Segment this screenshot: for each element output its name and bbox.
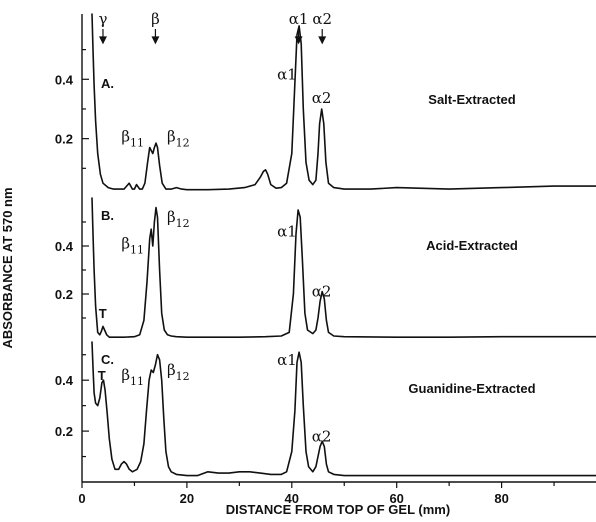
top-marker-arrow-head-0: [99, 36, 107, 45]
panel-1-peak-label-4: α2: [312, 282, 332, 300]
traces-layer: [91, 13, 596, 477]
top-marker-label-3: α2: [312, 10, 332, 28]
panel-0-peak-label-0-subscript: 11: [130, 137, 144, 150]
panel-1-peak-label-1-subscript: 11: [130, 243, 144, 256]
panel-2-y-tick-label-0: 0.2: [55, 424, 73, 439]
panel-2-title: Guanidine-Extracted: [408, 381, 535, 396]
top-marker-label-1: β: [151, 10, 160, 28]
panel-0-peak-label-0: β11: [121, 128, 144, 150]
x-tick-label-40: 40: [285, 491, 299, 506]
panel-0-trace: [91, 13, 596, 191]
panel-1-peak-label-3: α1: [277, 222, 297, 240]
panel-0-y-tick-label-0: 0.2: [55, 132, 73, 147]
top-marker-label-0: γ: [98, 10, 107, 28]
panel-0-letter: A.: [101, 76, 114, 91]
panel-0-peak-label-2: α1: [277, 65, 297, 83]
panel-2-peak-label-1: β11: [121, 366, 144, 388]
panel-2-letter: C.: [101, 352, 114, 367]
panel-1-y-tick-label-0: 0.2: [55, 287, 73, 302]
x-tick-label-80: 80: [494, 491, 508, 506]
x-tick-label-0: 0: [78, 491, 85, 506]
panel-2-peak-label-3: α1: [277, 351, 297, 369]
top-marker-arrow-head-2: [294, 36, 303, 45]
panel-1-peak-label-2: β12: [167, 208, 190, 230]
panel-1-title: Acid-Extracted: [426, 238, 518, 253]
top-marker-arrow-head-3: [318, 36, 327, 45]
y-axis-title: ABSORBANCE AT 570 nm: [0, 187, 15, 348]
panel-0-peak-label-1-subscript: 12: [176, 137, 190, 150]
panel-1-peak-label-1: β11: [121, 234, 144, 256]
x-axis-title: DISTANCE FROM TOP OF GEL (mm): [226, 502, 450, 517]
panel-1-peak-label-2-subscript: 12: [176, 217, 190, 230]
x-tick-label-20: 20: [180, 491, 194, 506]
panel-2-peak-label-4: α2: [312, 427, 332, 445]
panel-0-peak-label-1: β12: [167, 128, 190, 150]
panel-2-peak-label-2-subscript: 12: [176, 370, 190, 383]
panel-0-peak-label-3: α2: [312, 89, 332, 107]
panel-2-peak-label-2: β12: [167, 361, 190, 383]
panel-1-peak-label-0: T: [99, 306, 107, 321]
panel-0-title: Salt-Extracted: [428, 92, 515, 107]
panel-1-trace: [91, 197, 596, 338]
top-marker-arrow-head-1: [151, 36, 160, 45]
axes-layer: 0 20 40 60 80 0.2 0.4 0.2 0.4 0.2 0.4: [55, 14, 596, 506]
panel-0-y-tick-label-1: 0.4: [55, 72, 74, 87]
panel-1-y-tick-label-1: 0.4: [55, 239, 74, 254]
panel-1-letter: B.: [101, 208, 114, 223]
x-tick-label-60: 60: [389, 491, 403, 506]
top-marker-label-2: α1: [289, 10, 309, 28]
panel-2-peak-label-0: T: [98, 368, 106, 383]
panel-2-peak-label-1-subscript: 11: [130, 375, 144, 388]
panel-2-trace: [91, 341, 596, 477]
panel-2-y-tick-label-1: 0.4: [55, 373, 74, 388]
